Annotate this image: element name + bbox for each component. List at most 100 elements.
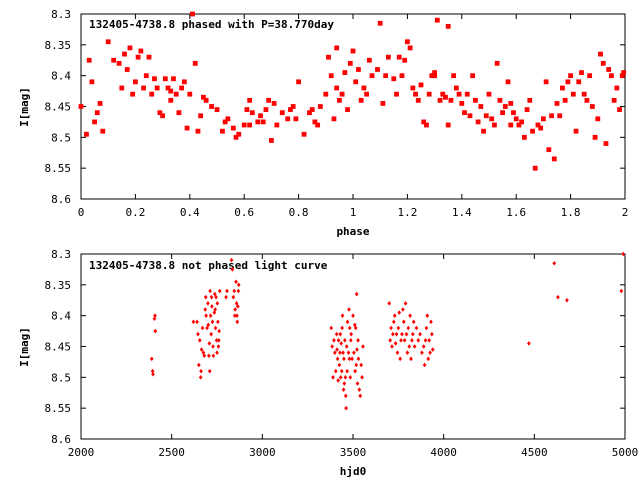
data-point — [329, 325, 334, 331]
data-point — [387, 301, 392, 306]
data-point — [341, 350, 345, 355]
data-point — [244, 107, 250, 112]
data-point — [411, 331, 415, 337]
data-point — [538, 125, 544, 131]
data-point — [236, 282, 241, 288]
data-point — [621, 70, 627, 75]
phased-light-curve-panel: 132405-4738.8 phased with P=38.770day ph… — [18, 8, 628, 238]
data-point — [568, 73, 573, 79]
data-point — [205, 325, 209, 331]
data-point — [153, 328, 158, 334]
y-tick-label: 8.6 — [51, 433, 71, 446]
data-point — [235, 319, 240, 325]
data-point — [524, 107, 530, 112]
x-tick-label: 3500 — [340, 446, 367, 459]
data-point — [153, 313, 157, 318]
data-point — [326, 54, 331, 60]
y-tick-label: 8.3 — [51, 248, 71, 261]
x-tick-label: 1.6 — [506, 206, 526, 219]
data-point — [364, 91, 369, 97]
data-point — [410, 338, 414, 343]
data-point — [84, 131, 89, 137]
data-point — [579, 70, 584, 75]
data-point — [424, 325, 429, 331]
data-point — [361, 85, 367, 91]
data-point — [347, 356, 352, 362]
data-point — [478, 104, 484, 109]
data-point — [347, 325, 352, 331]
data-point — [215, 350, 219, 355]
data-point — [432, 70, 437, 75]
data-point — [396, 54, 402, 60]
data-point — [416, 338, 421, 343]
data-point — [209, 294, 214, 300]
data-point — [405, 39, 410, 45]
data-point — [116, 60, 122, 66]
data-point — [421, 344, 426, 349]
data-point — [352, 322, 357, 328]
data-point — [356, 67, 361, 72]
data-point — [430, 347, 435, 352]
x-tick-label: 4000 — [430, 446, 457, 459]
x-tick-label: 0.6 — [234, 206, 254, 219]
data-point — [317, 104, 323, 109]
data-point — [432, 73, 437, 79]
data-point — [410, 85, 416, 91]
data-point — [198, 113, 204, 119]
data-points — [149, 251, 626, 411]
x-tick-label: 0.4 — [180, 206, 200, 219]
data-point — [383, 73, 389, 79]
data-point — [351, 313, 355, 318]
data-point — [89, 79, 95, 85]
data-point — [337, 362, 342, 368]
data-point — [187, 91, 193, 97]
data-point — [181, 79, 187, 85]
data-point — [202, 353, 207, 359]
data-point — [212, 291, 217, 297]
data-point — [331, 375, 335, 380]
data-point — [486, 91, 492, 97]
data-point — [587, 73, 593, 79]
data-point — [236, 304, 240, 309]
x-tick-label: 1.8 — [561, 206, 581, 219]
data-point — [124, 67, 130, 72]
data-point — [600, 60, 606, 66]
data-point — [173, 91, 179, 97]
data-point — [184, 125, 190, 131]
data-point — [263, 107, 269, 112]
data-point — [347, 307, 351, 312]
data-point — [260, 119, 266, 125]
data-point — [133, 79, 138, 85]
data-point — [400, 331, 404, 337]
data-point — [249, 110, 255, 116]
data-point — [394, 331, 399, 337]
data-point — [209, 104, 214, 109]
data-point — [508, 101, 514, 106]
data-point — [233, 134, 239, 140]
data-point — [340, 313, 345, 318]
data-point — [475, 119, 481, 125]
data-point — [359, 362, 363, 368]
x-tick-label: 2 — [622, 206, 629, 219]
data-point — [216, 319, 220, 325]
data-point — [401, 307, 405, 312]
data-point — [617, 107, 622, 112]
data-point — [406, 325, 411, 331]
data-point — [211, 344, 215, 349]
data-point — [409, 356, 413, 362]
data-point — [546, 147, 552, 153]
data-point — [609, 73, 614, 79]
data-point — [154, 85, 160, 91]
data-point — [217, 328, 222, 334]
data-point — [418, 82, 424, 88]
data-point — [358, 393, 363, 399]
data-point — [162, 76, 168, 82]
data-point — [130, 91, 136, 97]
data-point — [511, 110, 516, 116]
data-point — [398, 356, 402, 362]
data-point — [141, 85, 146, 91]
data-point — [211, 353, 216, 359]
data-point — [168, 88, 174, 94]
data-point — [229, 257, 234, 263]
data-point — [271, 101, 277, 106]
